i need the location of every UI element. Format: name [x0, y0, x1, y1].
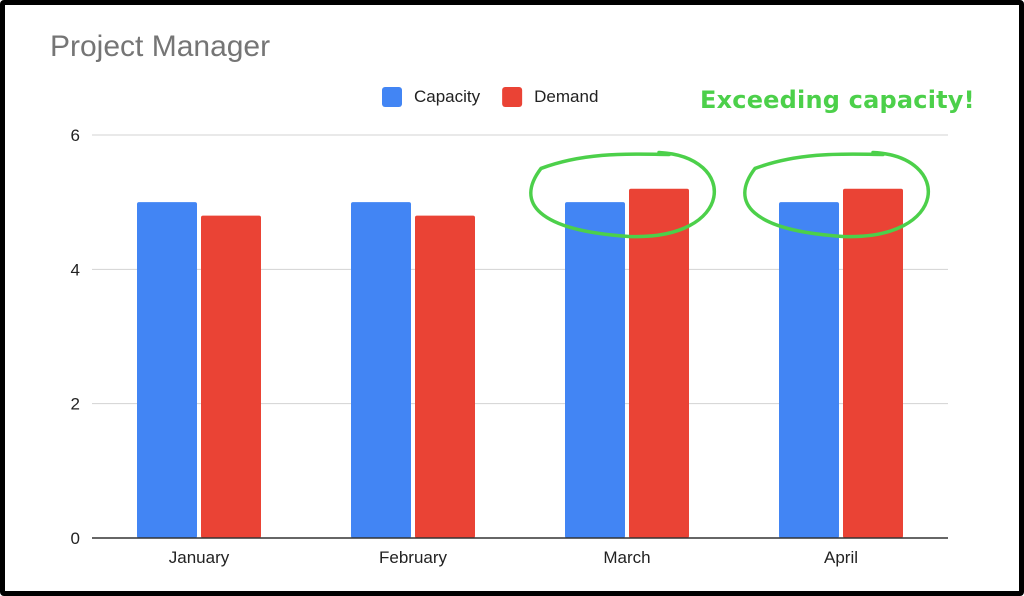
legend-label: Capacity	[414, 87, 481, 106]
x-tick-label: February	[379, 548, 448, 567]
legend-swatch	[502, 87, 523, 107]
y-tick-label: 4	[71, 260, 80, 279]
y-tick-label: 0	[71, 529, 80, 548]
bar-demand	[629, 188, 689, 538]
bar-demand	[415, 215, 475, 538]
bar-capacity	[351, 202, 411, 538]
bar-capacity	[565, 202, 625, 538]
highlight-circle	[529, 150, 717, 239]
y-axis-ticks: 0 2 4 6	[71, 126, 80, 548]
bar-demand	[201, 215, 261, 538]
bars	[137, 188, 903, 538]
legend-label: Demand	[534, 87, 598, 106]
bar-demand	[843, 188, 903, 538]
bar-capacity	[137, 202, 197, 538]
x-tick-label: January	[169, 548, 230, 567]
chart-title: Project Manager	[50, 30, 271, 63]
highlight-circle	[743, 150, 931, 239]
legend: Capacity Demand	[382, 87, 598, 107]
x-tick-label: March	[603, 548, 650, 567]
legend-swatch	[382, 87, 402, 107]
annotation-text: Exceeding capacity!	[700, 86, 975, 114]
y-tick-label: 2	[71, 395, 80, 414]
x-tick-label: April	[824, 548, 858, 567]
annotation-circles	[529, 150, 931, 239]
x-axis-labels: January February March April	[169, 548, 858, 567]
y-tick-label: 6	[71, 126, 80, 145]
bar-capacity	[779, 202, 839, 538]
